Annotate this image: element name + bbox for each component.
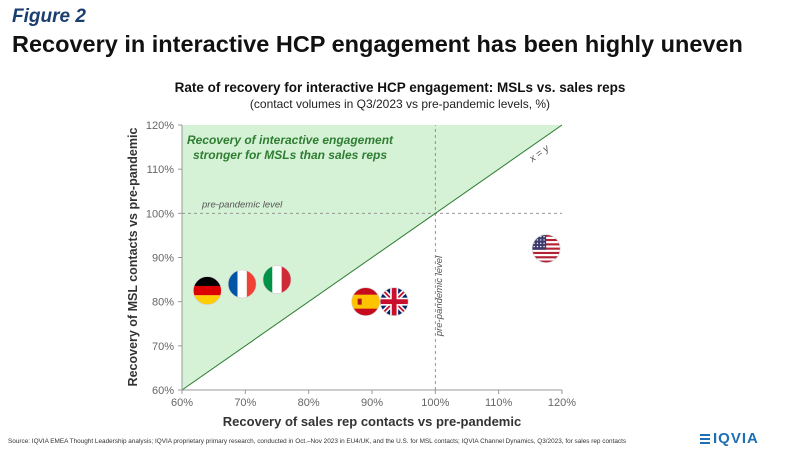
y-tick-label: 110% xyxy=(147,164,175,176)
y-tick-label: 90% xyxy=(152,253,174,265)
x-axis-label: Recovery of sales rep contacts vs pre-pa… xyxy=(223,414,521,429)
chart-title: Rate of recovery for interactive HCP eng… xyxy=(174,80,626,95)
data-point-uk-flag-icon xyxy=(380,287,409,316)
x-tick-label: 60% xyxy=(171,397,193,409)
y-tick-label: 80% xyxy=(152,297,174,309)
data-point-italy-flag-icon xyxy=(263,265,291,294)
y-tick-label: 120% xyxy=(146,120,174,132)
x-tick-label: 90% xyxy=(361,397,383,409)
data-point-spain-flag-icon xyxy=(351,287,380,316)
iqvia-logo: IQVIA xyxy=(700,430,759,447)
figure-label: Figure 2 xyxy=(12,6,86,27)
horizontal-reference-label: pre-pandemic level xyxy=(201,199,283,210)
y-tick-label: 60% xyxy=(152,385,174,397)
flag-outline xyxy=(193,276,222,305)
region-annotation-line: stronger for MSLs than sales reps xyxy=(193,148,387,162)
flag-outline xyxy=(379,287,409,316)
y-tick-label: 70% xyxy=(152,341,174,353)
x-tick-label: 110% xyxy=(485,397,513,409)
y-tick-label: 100% xyxy=(146,208,174,220)
x-tick-label: 120% xyxy=(548,397,576,409)
flag-outline xyxy=(351,287,380,316)
data-point-france-flag-icon xyxy=(228,270,257,298)
flag-outline xyxy=(531,234,561,263)
x-tick-label: 100% xyxy=(421,397,449,409)
data-point-germany-flag-icon xyxy=(193,276,222,305)
logo-bars-icon xyxy=(700,433,710,444)
logo-text: IQVIA xyxy=(713,430,759,447)
source-note: Source: IQVIA EMEA Thought Leadership an… xyxy=(8,438,627,445)
x-tick-label: 80% xyxy=(298,397,320,409)
x-tick-label: 70% xyxy=(234,397,256,409)
diagonal-line xyxy=(181,124,563,391)
chart-subtitle: (contact volumes in Q3/2023 vs pre-pande… xyxy=(249,97,551,111)
flag-outline xyxy=(262,265,292,294)
vertical-reference-label: pre-pandemic level xyxy=(434,255,445,337)
page-headline: Recovery in interactive HCP engagement h… xyxy=(12,31,743,57)
flag-outline xyxy=(227,269,257,299)
y-axis-label: Recovery of MSL contacts vs pre-pandemic xyxy=(126,128,140,387)
region-annotation-line: Recovery of interactive engagement xyxy=(187,133,394,147)
